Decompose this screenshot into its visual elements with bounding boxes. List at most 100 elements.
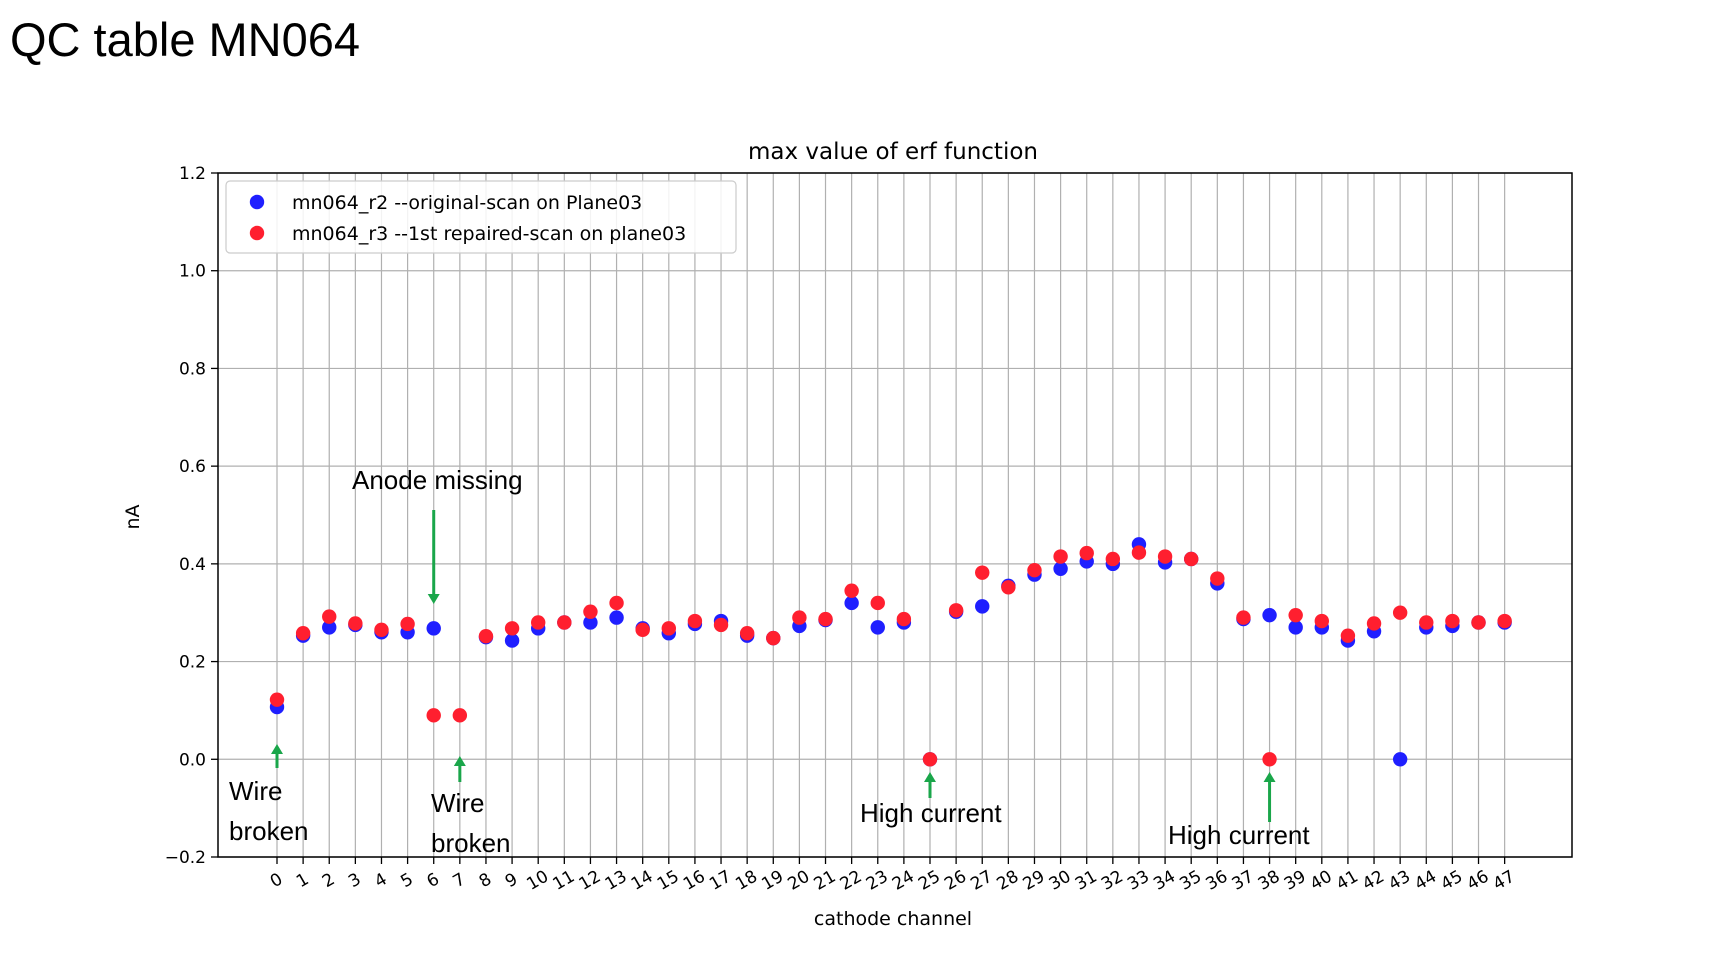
point-r3 bbox=[635, 622, 650, 638]
point-r3 bbox=[1445, 613, 1460, 629]
point-r3 bbox=[844, 583, 859, 598]
annotation-label: Anode missing bbox=[352, 465, 523, 495]
point-r3 bbox=[1053, 549, 1068, 564]
point-r3 bbox=[792, 610, 807, 625]
x-tick-label: 20 bbox=[785, 867, 814, 895]
x-tick-label: 43 bbox=[1385, 867, 1414, 895]
point-r3 bbox=[322, 609, 337, 624]
chart-title: max value of erf function bbox=[748, 139, 1038, 165]
annotation-arrowhead bbox=[924, 772, 936, 782]
point-r3 bbox=[1001, 580, 1016, 595]
x-tick-label: 11 bbox=[549, 867, 578, 895]
x-tick-label: 42 bbox=[1359, 867, 1388, 895]
point-r3 bbox=[1157, 549, 1173, 564]
point-r2 bbox=[1392, 752, 1408, 767]
x-tick-label: 30 bbox=[1046, 867, 1075, 895]
annotation-label: Wire bbox=[229, 776, 282, 806]
x-axis-label: cathode channel bbox=[814, 908, 972, 930]
annotation-label: High current bbox=[860, 798, 1002, 828]
x-tick-label: 3 bbox=[345, 869, 364, 892]
point-r3 bbox=[818, 611, 833, 627]
point-r3 bbox=[504, 621, 520, 636]
point-r2 bbox=[844, 595, 859, 611]
x-tick-label: 25 bbox=[915, 867, 944, 895]
point-r3 bbox=[1471, 615, 1486, 630]
x-tick-label: 22 bbox=[837, 867, 866, 895]
annotation-arrowhead bbox=[427, 594, 440, 604]
annotation-label: High current bbox=[1168, 820, 1310, 850]
point-r3 bbox=[1392, 605, 1408, 620]
point-r3 bbox=[1027, 563, 1042, 578]
x-tick-label: 14 bbox=[628, 867, 657, 895]
legend-marker bbox=[249, 225, 265, 241]
x-tick-label: 19 bbox=[758, 867, 787, 895]
x-tick-label: 13 bbox=[602, 867, 631, 895]
legend-box bbox=[225, 180, 737, 254]
x-tick-label: 29 bbox=[1020, 867, 1049, 895]
point-r3 bbox=[1131, 545, 1147, 560]
point-r3 bbox=[1314, 613, 1330, 629]
x-tick-label: 21 bbox=[811, 867, 840, 895]
point-r2 bbox=[870, 620, 885, 635]
point-r3 bbox=[713, 617, 729, 633]
x-tick-label: 41 bbox=[1333, 867, 1362, 895]
x-tick-label: 1 bbox=[293, 869, 312, 892]
x-tick-label: 15 bbox=[654, 867, 683, 895]
x-tick-label: 7 bbox=[450, 869, 469, 892]
x-tick-label: 26 bbox=[941, 867, 970, 895]
legend-label: mn064_r3 --1st repaired-scan on plane03 bbox=[292, 223, 686, 245]
y-tick-label: 0.4 bbox=[179, 555, 206, 575]
x-tick-label: 0 bbox=[267, 869, 286, 892]
point-r2 bbox=[1288, 620, 1303, 635]
point-r3 bbox=[452, 708, 468, 723]
point-r3 bbox=[1236, 610, 1251, 625]
y-tick-label: 0.0 bbox=[179, 750, 206, 770]
point-r2 bbox=[1053, 561, 1068, 576]
point-r3 bbox=[687, 613, 703, 629]
point-r2 bbox=[504, 633, 520, 648]
point-r3 bbox=[1288, 607, 1303, 623]
point-r3 bbox=[583, 604, 598, 619]
point-r3 bbox=[557, 615, 572, 630]
point-r3 bbox=[896, 611, 912, 627]
x-tick-label: 27 bbox=[967, 867, 996, 895]
annotation-arrowhead bbox=[271, 744, 283, 754]
point-r3 bbox=[374, 622, 389, 638]
x-tick-label: 10 bbox=[523, 867, 552, 895]
point-r3 bbox=[1366, 616, 1382, 631]
point-r3 bbox=[948, 603, 964, 618]
x-tick-label: 31 bbox=[1072, 867, 1101, 895]
x-tick-label: 12 bbox=[576, 867, 605, 895]
x-tick-label: 16 bbox=[680, 867, 709, 895]
point-r3 bbox=[478, 628, 494, 644]
point-r3 bbox=[531, 615, 546, 630]
annotations: Wire broken Anode missing Wire broken High cu… bbox=[229, 465, 1310, 858]
x-tick-label: 38 bbox=[1255, 867, 1284, 895]
point-r2 bbox=[1262, 607, 1277, 623]
plot-frame bbox=[217, 172, 1573, 858]
annotation-label: Wire bbox=[431, 788, 484, 818]
y-axis-label: nA bbox=[122, 504, 144, 529]
legend-label: mn064_r2 --original-scan on Plane03 bbox=[292, 192, 642, 214]
point-r3 bbox=[269, 692, 285, 707]
axes: −0.20.00.20.40.60.81.01.20 1 2 3 4 5 6 7 8 9 10111… bbox=[165, 164, 1573, 895]
x-tick-label: 34 bbox=[1150, 867, 1179, 895]
annotation-arrowhead bbox=[453, 756, 466, 766]
point-r3 bbox=[1210, 571, 1225, 586]
x-tick-label: 33 bbox=[1124, 867, 1153, 895]
point-r2 bbox=[975, 599, 990, 614]
x-tick-label: 23 bbox=[863, 867, 892, 895]
y-tick-label: 0.6 bbox=[179, 457, 206, 477]
x-tick-label: 2 bbox=[319, 869, 338, 892]
x-tick-label: 44 bbox=[1411, 867, 1440, 895]
point-r2 bbox=[322, 620, 337, 635]
point-r3 bbox=[975, 565, 990, 580]
point-r3 bbox=[739, 626, 755, 641]
grid-lines bbox=[218, 172, 1572, 858]
x-tick-label: 46 bbox=[1464, 867, 1493, 895]
point-r3 bbox=[1184, 551, 1199, 567]
x-tick-label: 18 bbox=[732, 867, 761, 895]
point-r2 bbox=[609, 610, 624, 625]
x-tick-label: 39 bbox=[1281, 867, 1310, 895]
point-r2 bbox=[426, 621, 441, 636]
